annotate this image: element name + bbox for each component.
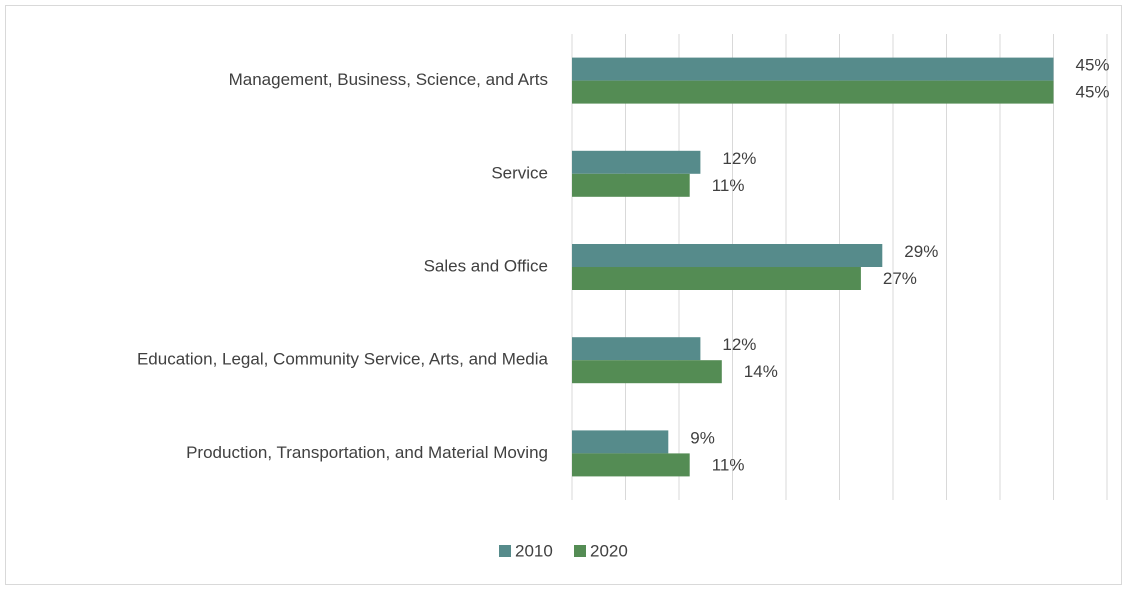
- bar: [572, 173, 690, 197]
- legend-swatch: [574, 545, 586, 557]
- data-label: 45%: [1076, 56, 1110, 75]
- data-label: 14%: [744, 362, 778, 381]
- legend-label: 2010: [515, 541, 553, 560]
- y-tick-label: Education, Legal, Community Service, Art…: [137, 350, 549, 369]
- data-label: 11%: [712, 176, 745, 195]
- y-tick-label: Production, Transportation, and Material…: [186, 443, 548, 462]
- bar: [572, 57, 1054, 81]
- data-label: 29%: [904, 242, 938, 261]
- data-label: 11%: [712, 455, 745, 474]
- bar: [572, 267, 861, 290]
- data-label: 9%: [690, 428, 715, 447]
- data-label: 12%: [722, 149, 756, 168]
- legend-swatch: [499, 545, 511, 557]
- legend-label: 2020: [590, 541, 628, 560]
- bar: [572, 453, 690, 477]
- y-tick-label: Sales and Office: [424, 256, 548, 275]
- data-label: 12%: [722, 335, 756, 354]
- y-tick-label: Service: [491, 163, 548, 182]
- bar: [572, 150, 701, 174]
- bar: [572, 360, 722, 384]
- bar: [572, 337, 701, 361]
- bar: [572, 80, 1054, 104]
- data-label: 27%: [883, 269, 917, 288]
- bar: [572, 244, 883, 267]
- data-label: 45%: [1076, 83, 1110, 102]
- bar: [572, 430, 669, 454]
- y-tick-label: Management, Business, Science, and Arts: [229, 70, 548, 89]
